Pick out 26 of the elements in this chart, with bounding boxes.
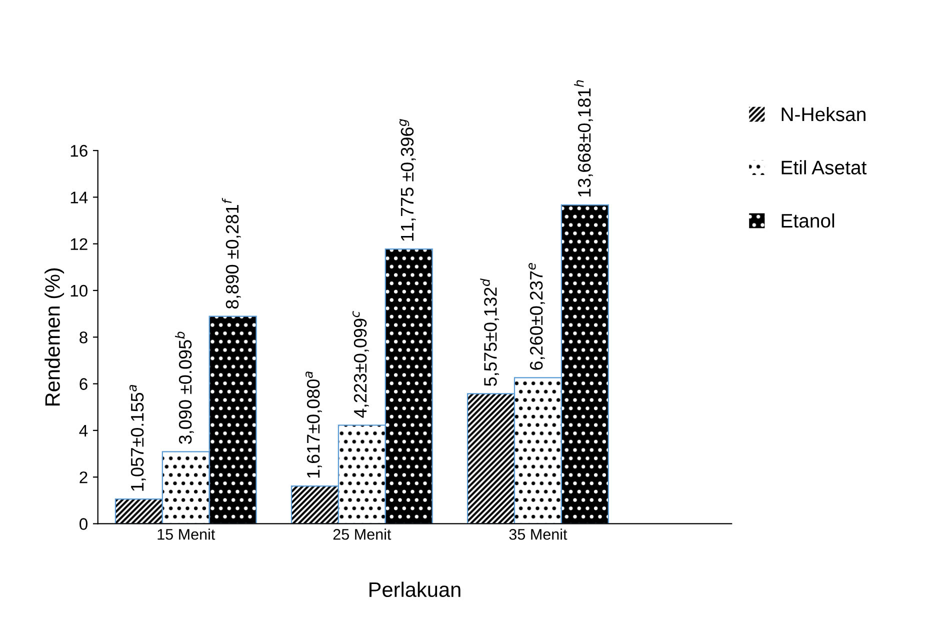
data-label: 8,890 ±0,281$^{f}$ [222, 198, 241, 309]
y-tick-label: 12 [70, 238, 88, 250]
x-axis-title: Perlakuan [370, 582, 460, 598]
data-label: 1,057±0.155$^{a}$ [130, 385, 146, 491]
data-label: 11,775 ±0,396$^{g}$ [399, 119, 416, 241]
legend-label: Etanol [782, 213, 834, 228]
x-tick-label: 35 Menit [509, 528, 568, 540]
data-label: 13,668±0,181$^{h}$ [574, 80, 593, 197]
data-label: 5,575±0,132$^{d}$ [480, 278, 499, 386]
y-tick-label: 2 [80, 471, 88, 484]
data-label: 1,617±0,080$^{a}$ [306, 372, 322, 478]
y-tick-label: 4 [79, 424, 88, 436]
data-label: 6,260±0,237$^{e}$ [528, 263, 545, 370]
legend-label: N-Heksan [782, 106, 866, 122]
y-tick-label: 14 [70, 192, 88, 204]
data-label: 4,223±0,099$^{c}$ [352, 311, 369, 418]
y-tick-label: 0 [80, 518, 88, 530]
y-tick-label: 16 [70, 144, 88, 157]
data-label: 3,090 ±0.095$^{b}$ [175, 332, 194, 444]
y-tick-label: 8 [80, 332, 88, 344]
x-tick-label: 25 Menit [333, 528, 392, 540]
x-tick-label: 15 Menit [158, 528, 216, 540]
y-tick-label: 10 [70, 284, 88, 297]
y-tick-label: 6 [80, 378, 88, 390]
legend-label: Etil Asetat [782, 160, 867, 174]
y-axis-title: Rendemen (%) [44, 268, 64, 406]
